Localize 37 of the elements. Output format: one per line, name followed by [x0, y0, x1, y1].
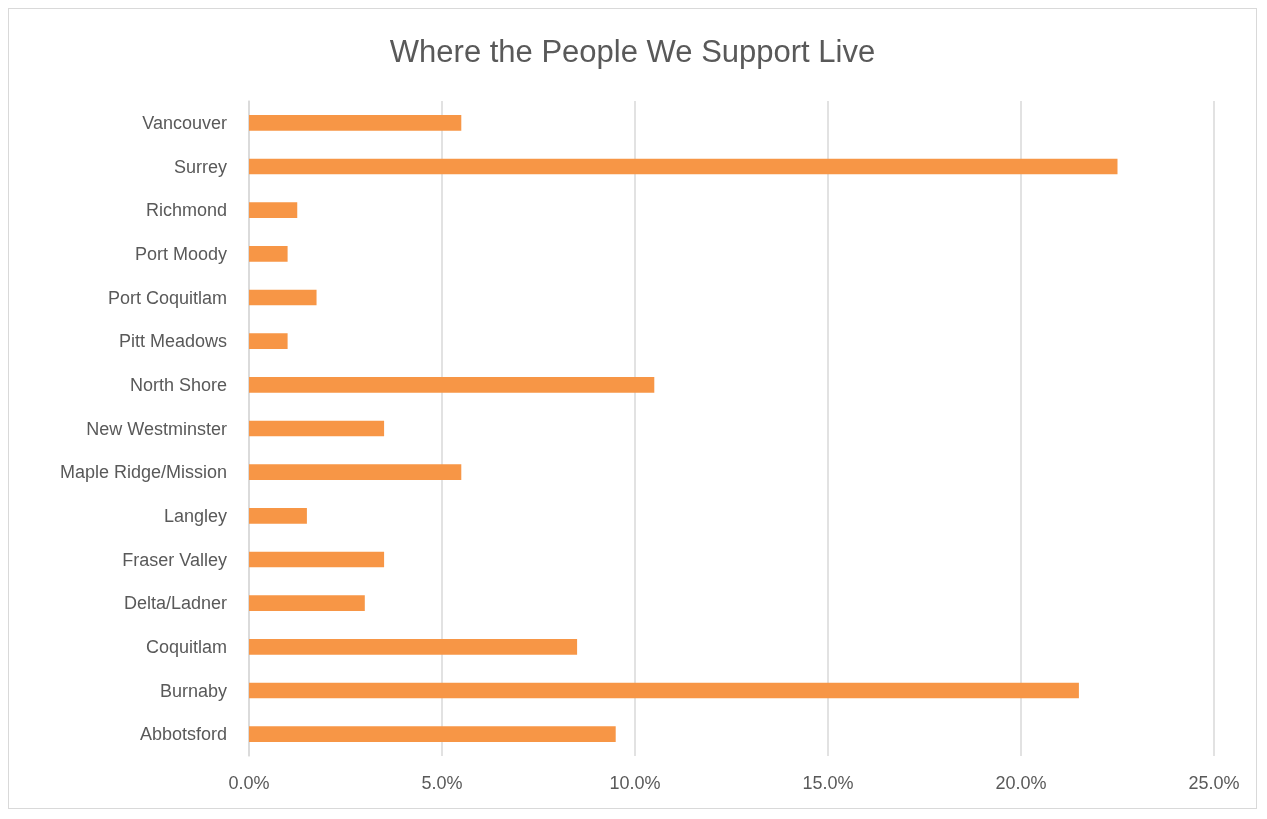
y-tick-label: Fraser Valley [122, 549, 227, 570]
bar [249, 376, 655, 393]
bar [249, 726, 616, 743]
x-tick-label: 15.0% [802, 773, 854, 793]
y-tick-label: Maple Ridge/Mission [59, 462, 227, 483]
bar [249, 682, 1079, 699]
bar [249, 464, 462, 481]
y-tick-label: Port Coquitlam [107, 287, 227, 308]
y-tick-label: Pitt Meadows [118, 331, 227, 352]
bar [249, 420, 385, 437]
x-tick-label: 0.0% [228, 773, 270, 793]
y-tick-label: Langley [163, 505, 227, 526]
bar [249, 114, 462, 131]
y-tick-label: Richmond [145, 200, 227, 221]
y-tick-label: Vancouver [142, 112, 227, 133]
y-tick-label: Coquitlam [145, 636, 227, 657]
y-tick-label: Abbotsford [139, 724, 227, 745]
bar [249, 333, 288, 350]
x-tick-label: 5.0% [421, 773, 463, 793]
bar [249, 507, 307, 524]
chart-title: Where the People We Support Live [389, 34, 876, 69]
y-tick-label: Surrey [173, 156, 227, 177]
bar [249, 158, 1118, 175]
y-tick-label: New Westminster [86, 418, 227, 439]
y-tick-label: Burnaby [159, 680, 227, 701]
bar [249, 638, 578, 655]
bar [249, 595, 365, 612]
bar [249, 289, 317, 306]
y-tick-label: Delta/Ladner [123, 593, 227, 614]
x-tick-label: 25.0% [1188, 773, 1240, 793]
bar [249, 551, 385, 568]
y-tick-label: Port Moody [134, 243, 227, 264]
bar [249, 202, 298, 219]
x-tick-label: 10.0% [609, 773, 661, 793]
y-tick-label: North Shore [129, 374, 227, 395]
x-tick-label: 20.0% [995, 773, 1047, 793]
bar [249, 245, 288, 262]
